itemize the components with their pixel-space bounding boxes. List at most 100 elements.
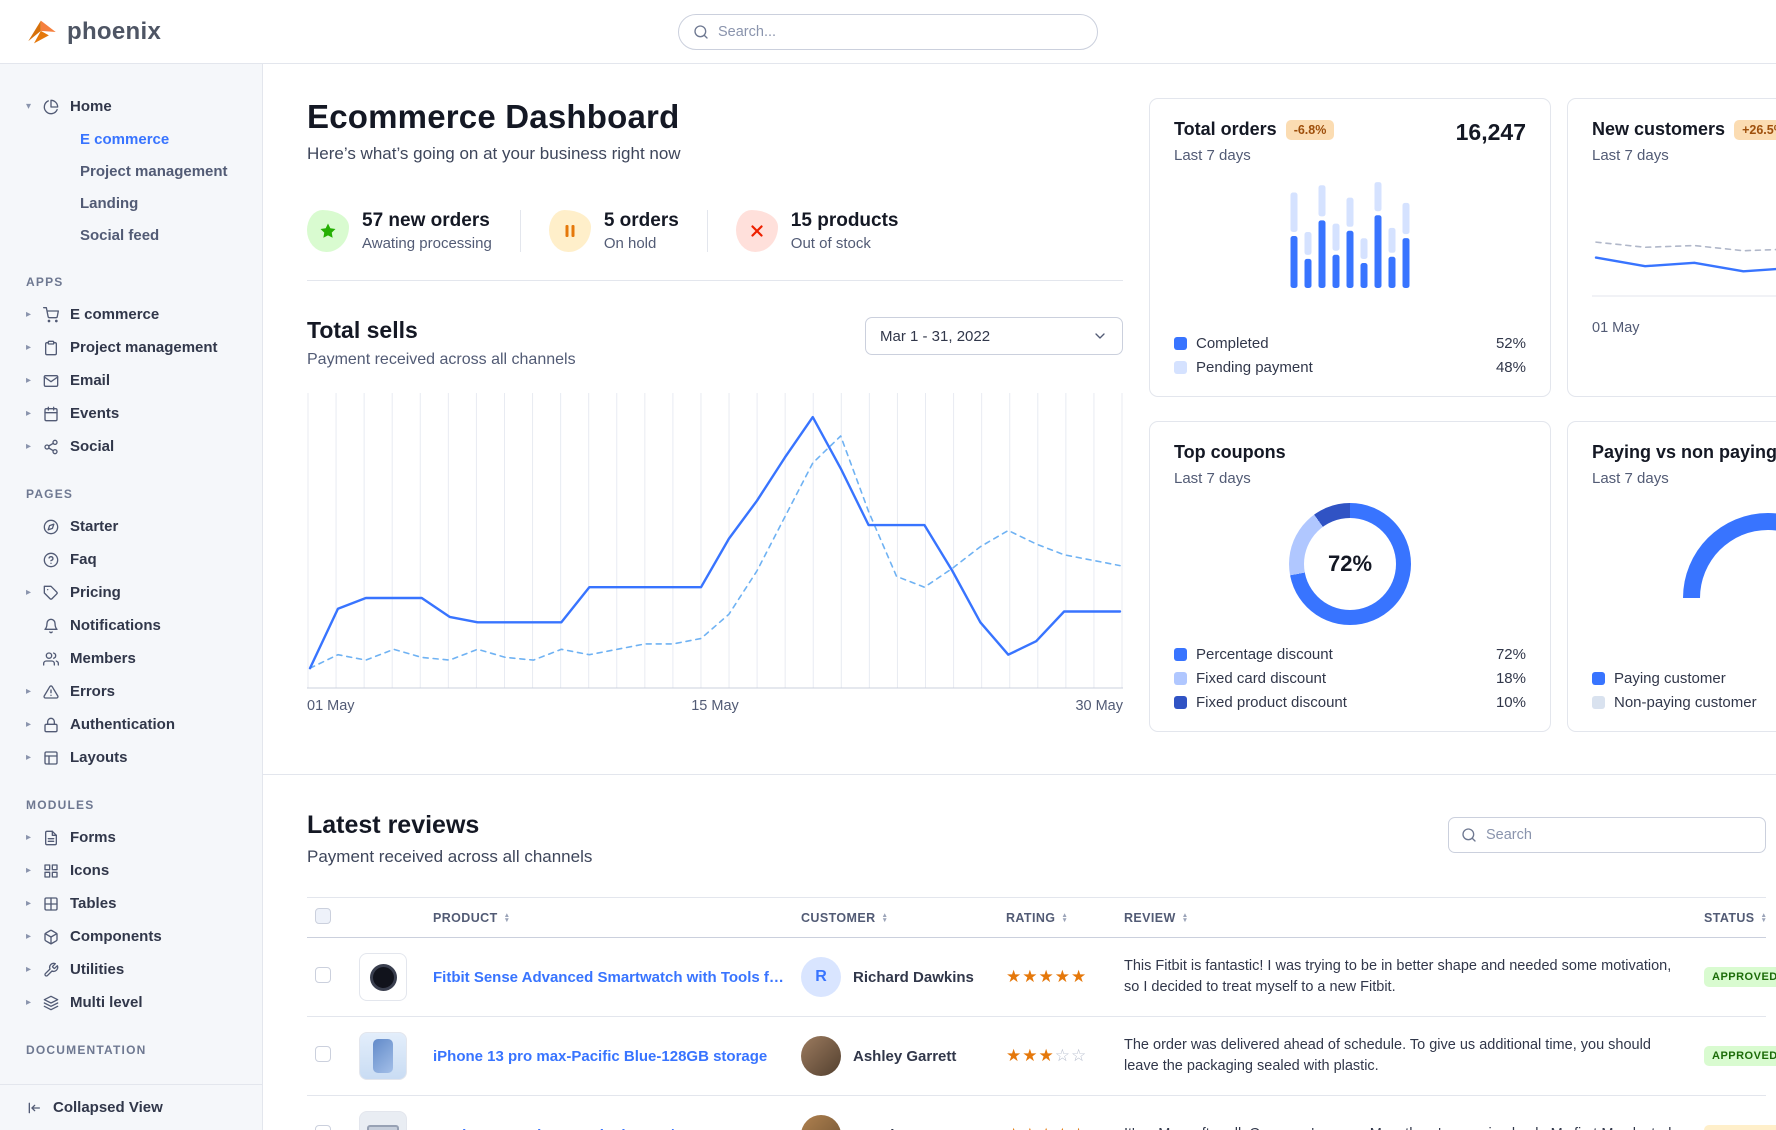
share-2-icon <box>43 438 60 455</box>
sidebar-item-events[interactable]: ▸ Events <box>0 397 262 430</box>
legend-value: 72% <box>1495 646 1526 663</box>
stat-caption: Awating processing <box>362 235 492 252</box>
chevron-down-icon <box>1092 328 1108 344</box>
row-checkbox[interactable] <box>315 1124 331 1130</box>
select-all-checkbox-cell[interactable] <box>307 897 351 938</box>
sidebar-item-errors[interactable]: ▸ Errors <box>0 675 262 708</box>
global-search[interactable] <box>678 13 1098 50</box>
column-header-product[interactable]: PRODUCT ▲ ▼ <box>425 897 793 938</box>
product-link[interactable]: Apple MacBook Pro 13 inch-M1-8/256GB-spa… <box>433 1127 785 1130</box>
new-customers-line-chart <box>1592 241 1776 297</box>
chevron-right-icon: ▸ <box>26 865 32 876</box>
sidebar-item-label: Project management <box>70 339 218 356</box>
reviews-title: Latest reviews <box>307 811 480 839</box>
tag-icon <box>43 584 60 601</box>
star-icon: ★ <box>1054 967 1071 986</box>
latest-reviews-section: Latest reviews Payment received across a… <box>263 775 1776 1130</box>
card-title: Total orders <box>1174 119 1277 139</box>
section-divider <box>263 774 1776 775</box>
rating-stars: ★★★☆☆ <box>998 1016 1116 1096</box>
sidebar-item-e-commerce[interactable]: ▸ E commerce <box>0 298 262 331</box>
rating-stars: ★★★★★ <box>998 937 1116 1017</box>
sidebar-item-social[interactable]: ▸ Social <box>0 430 262 463</box>
sidebar-item-notifications[interactable]: ▸ Notifications <box>0 609 262 642</box>
sidebar-item-icons[interactable]: ▸ Icons <box>0 854 262 887</box>
stat-item: 15 products Out of stock <box>735 210 927 252</box>
sidebar-item-label: Tables <box>70 895 117 912</box>
paying-gauge-chart <box>1683 513 1776 601</box>
sidebar-item-label: E commerce <box>70 306 160 323</box>
stat-item: 5 orders On hold <box>548 210 708 252</box>
reviews-search-input[interactable] <box>1486 827 1753 843</box>
sidebar-item-project-management[interactable]: ▸ Project management <box>0 331 262 364</box>
legend-row: Percentage discount 72% <box>1174 646 1526 663</box>
layers-icon <box>43 994 60 1011</box>
sidebar-item-utilities[interactable]: ▸ Utilities <box>0 953 262 986</box>
product-link[interactable]: Fitbit Sense Advanced Smartwatch with To… <box>433 968 785 986</box>
card-total-orders: Total orders -6.8% Last 7 days 16,247 Co… <box>1149 98 1551 397</box>
sidebar-subitem-social-feed[interactable]: Social feed <box>80 226 160 244</box>
rating-stars: ★★★★★★ <box>998 1095 1116 1130</box>
column-header-customer[interactable]: CUSTOMER ▲ ▼ <box>793 897 998 938</box>
star-icon: ☆ <box>1054 1046 1071 1065</box>
sidebar-item-components[interactable]: ▸ Components <box>0 920 262 953</box>
select-all-checkbox[interactable] <box>315 908 331 924</box>
pie-chart-icon <box>43 98 60 115</box>
brand-logo[interactable]: phoenix <box>0 17 161 47</box>
sidebar-item-faq[interactable]: ▸ Faq <box>0 543 262 576</box>
clipboard-icon <box>43 339 60 356</box>
legend-swatch <box>1592 672 1605 685</box>
donut-center-value: 72% <box>1327 551 1373 576</box>
sidebar-item-tables[interactable]: ▸ Tables <box>0 887 262 920</box>
column-header-status[interactable]: STATUS ▲ ▼ <box>1696 897 1767 938</box>
legend-swatch <box>1174 696 1187 709</box>
lock-icon <box>43 716 60 733</box>
page-title: Ecommerce Dashboard <box>307 98 680 135</box>
product-link[interactable]: iPhone 13 pro max-Pacific Blue-128GB sto… <box>433 1047 768 1065</box>
column-header-review[interactable]: REVIEW ▲ ▼ <box>1116 897 1696 938</box>
sort-icon: ▲ ▼ <box>881 911 889 924</box>
sidebar-item-layouts[interactable]: ▸ Layouts <box>0 741 262 774</box>
card-new-customers: New customers +26.5% Last 7 days 01 May <box>1567 98 1776 397</box>
legend-value: 48% <box>1495 359 1526 376</box>
calendar-icon <box>43 405 60 422</box>
product-thumbnail-laptop <box>359 1111 407 1130</box>
kpi-cards: Total orders -6.8% Last 7 days 16,247 Co… <box>1149 98 1776 732</box>
legend-value: 10% <box>1495 694 1526 711</box>
collapsed-view-toggle[interactable]: Collapsed View <box>0 1084 262 1130</box>
card-period: Last 7 days <box>1592 147 1669 164</box>
sidebar-nav: ▾ Home E commerce Project management Landi… <box>0 64 262 1084</box>
sidebar-subitem-landing[interactable]: Landing <box>80 194 139 212</box>
sidebar-item-forms[interactable]: ▸ Forms <box>0 821 262 854</box>
sidebar-subitem-project-management[interactable]: Project management <box>80 162 228 180</box>
compass-icon <box>43 518 60 535</box>
sidebar-item-multi-level[interactable]: ▸ Multi level <box>0 986 262 1019</box>
date-range-select[interactable]: Mar 1 - 31, 2022 <box>865 317 1123 355</box>
sidebar-item-email[interactable]: ▸ Email <box>0 364 262 397</box>
table-header-row: PRODUCT ▲ ▼ CUSTOMER ▲ ▼ RATING ▲ ▼ REVIEW … <box>307 897 1767 938</box>
star-icon: ★ <box>1006 967 1023 986</box>
sidebar-section-title: MODULES <box>26 798 95 812</box>
sidebar-item-home[interactable]: ▾ Home <box>0 90 262 123</box>
sort-icon: ▲ ▼ <box>503 911 511 924</box>
card-title: New customers <box>1592 119 1726 139</box>
table-icon <box>43 895 60 912</box>
sidebar-subitem-e-commerce[interactable]: E commerce <box>80 130 170 148</box>
row-checkbox[interactable] <box>315 1045 331 1062</box>
legend-label: Percentage discount <box>1196 646 1333 663</box>
sidebar-item-authentication[interactable]: ▸ Authentication <box>0 708 262 741</box>
column-header-rating[interactable]: RATING ▲ ▼ <box>998 897 1116 938</box>
sidebar-item-starter[interactable]: ▸ Starter <box>0 510 262 543</box>
global-search-input[interactable] <box>718 23 1083 40</box>
users-icon <box>43 650 60 667</box>
customer-name: Woodrow Burton <box>853 1127 974 1130</box>
reviews-search[interactable] <box>1448 817 1766 853</box>
sidebar-item-label: Pricing <box>70 584 121 601</box>
x-icon <box>735 210 778 252</box>
sidebar-item-pricing[interactable]: ▸ Pricing <box>0 576 262 609</box>
sidebar-item-members[interactable]: ▸ Members <box>0 642 262 675</box>
row-checkbox[interactable] <box>315 966 331 983</box>
total-sells-subtitle: Payment received across all channels <box>307 351 576 368</box>
pause-icon <box>548 210 591 252</box>
